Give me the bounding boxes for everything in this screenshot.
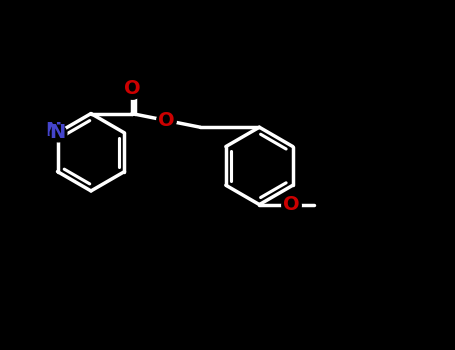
Text: O: O: [158, 111, 174, 130]
Text: O: O: [283, 195, 299, 214]
Text: N: N: [50, 124, 66, 142]
Text: N: N: [46, 121, 62, 140]
Text: O: O: [124, 79, 140, 98]
